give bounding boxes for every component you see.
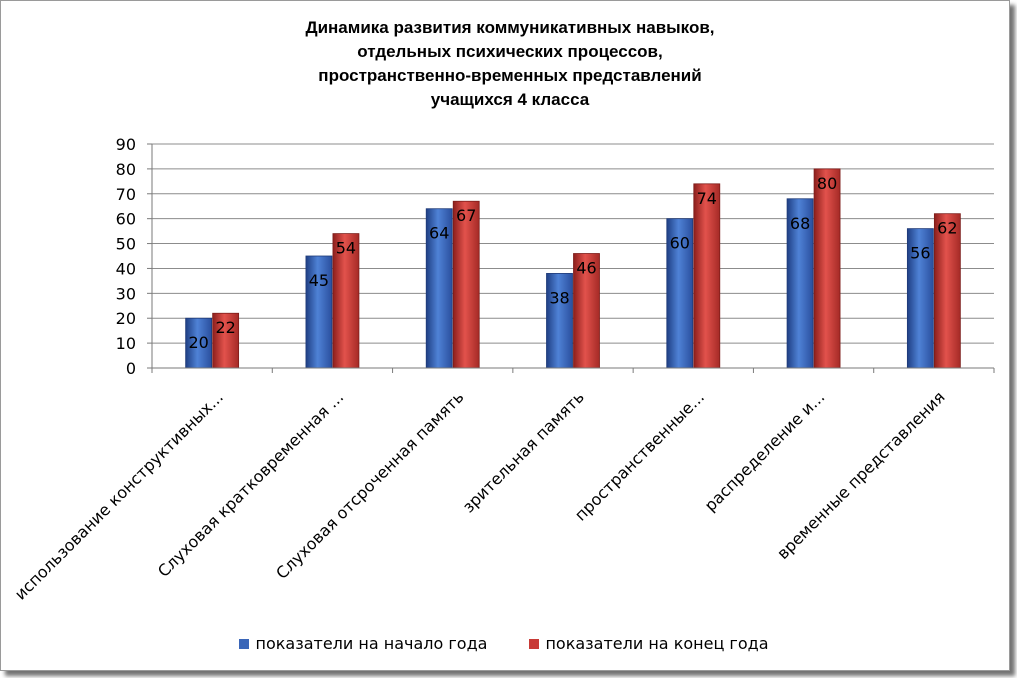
legend-label-start: показатели на начало года — [255, 634, 488, 653]
x-tick-label-2: Слуховая отсроченная память — [272, 387, 467, 582]
bar-start-3 — [546, 273, 573, 369]
chart-title: Динамика развития коммуникативных навыко… — [160, 16, 860, 112]
data-label-start-0: 20 — [188, 333, 208, 352]
bar-chart: 20 22 45 54 64 67 38 46 60 74 68 80 56 62 0 10 20 30 40 50… — [11, 135, 995, 604]
y-tick-label: 30 — [116, 284, 136, 303]
data-label-end-4: 74 — [697, 189, 717, 208]
title-line-3: пространственно-временных представлений — [318, 66, 702, 85]
y-tick-label: 80 — [116, 160, 136, 179]
y-tick-label: 90 — [116, 135, 136, 154]
data-label-end-6: 62 — [937, 219, 957, 238]
legend-item-start: показатели на начало года — [239, 634, 487, 653]
legend-swatch-end — [529, 638, 540, 649]
x-tick-label-4: пространственные... — [571, 387, 708, 524]
data-label-end-5: 80 — [817, 174, 837, 193]
x-tick-label-3: зрительная память — [459, 387, 588, 516]
y-tick-label: 60 — [116, 210, 136, 229]
y-tick-label: 70 — [116, 185, 136, 204]
y-tick-label: 10 — [116, 334, 136, 353]
bar-end-4 — [693, 183, 721, 369]
data-label-end-2: 67 — [456, 206, 476, 225]
bar-end-3 — [573, 253, 600, 369]
data-label-end-0: 22 — [215, 318, 235, 337]
axes — [147, 143, 995, 373]
legend-swatch-start — [239, 638, 250, 649]
bar-start-2 — [425, 208, 453, 369]
data-label-start-5: 68 — [790, 214, 810, 233]
legend-item-end: показатели на конец года — [529, 634, 769, 653]
legend-label-end: показатели на конец года — [545, 634, 769, 653]
bar-end-1 — [332, 233, 360, 369]
y-tick-label: 40 — [116, 259, 136, 278]
bar-start-4 — [666, 218, 694, 369]
data-label-start-1: 45 — [309, 271, 329, 290]
data-label-start-2: 64 — [429, 224, 449, 243]
bar-start-5 — [786, 198, 814, 369]
bar-end-5 — [813, 168, 841, 369]
title-line-1: Динамика развития коммуникативных навыко… — [305, 18, 715, 37]
x-tick-label-0: использование конструктивных... — [11, 387, 227, 603]
data-label-end-3: 46 — [576, 259, 596, 278]
x-tick-label-1: Слуховая кратковременная ... — [154, 387, 347, 580]
bar-end-6 — [933, 213, 961, 369]
bar-start-1 — [305, 255, 333, 369]
data-label-start-4: 60 — [670, 234, 690, 253]
title-line-4: учащихся 4 класса — [430, 90, 590, 109]
bars — [185, 168, 961, 369]
y-tick-labels: 0 10 20 30 40 50 60 70 80 90 — [116, 135, 136, 378]
title-line-2: отдельных психических процессов, — [357, 42, 663, 61]
bar-start-0 — [185, 317, 213, 369]
y-tick-label: 0 — [126, 359, 136, 378]
gridlines — [152, 143, 994, 344]
y-tick-label: 50 — [116, 235, 136, 254]
x-tick-labels: использование конструктивных...Слуховая … — [11, 387, 949, 603]
bar-start-6 — [906, 228, 934, 369]
legend: показатели на начало года показатели на … — [0, 634, 1008, 653]
data-labels: 20 22 45 54 64 67 38 46 60 74 68 80 56 62 — [188, 174, 957, 352]
data-label-end-1: 54 — [336, 239, 356, 258]
data-label-start-6: 56 — [910, 244, 930, 263]
x-tick-label-5: распределение и... — [701, 387, 829, 515]
bar-end-2 — [452, 200, 480, 369]
y-tick-label: 20 — [116, 309, 136, 328]
data-label-start-3: 38 — [549, 288, 569, 307]
bar-end-0 — [212, 312, 240, 369]
